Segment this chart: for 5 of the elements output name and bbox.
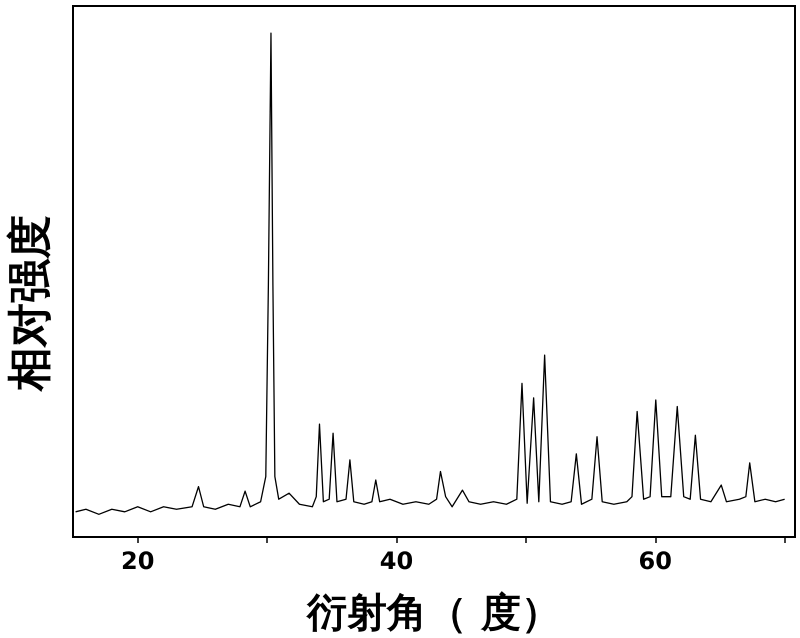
x-tick-label: 20: [120, 547, 154, 575]
y-axis-title: 相对强度: [4, 215, 56, 393]
x-axis-title: 衍射角（ 度）: [306, 590, 561, 636]
x-tick-label: 40: [380, 547, 414, 575]
x-tick-label: 60: [638, 547, 672, 575]
